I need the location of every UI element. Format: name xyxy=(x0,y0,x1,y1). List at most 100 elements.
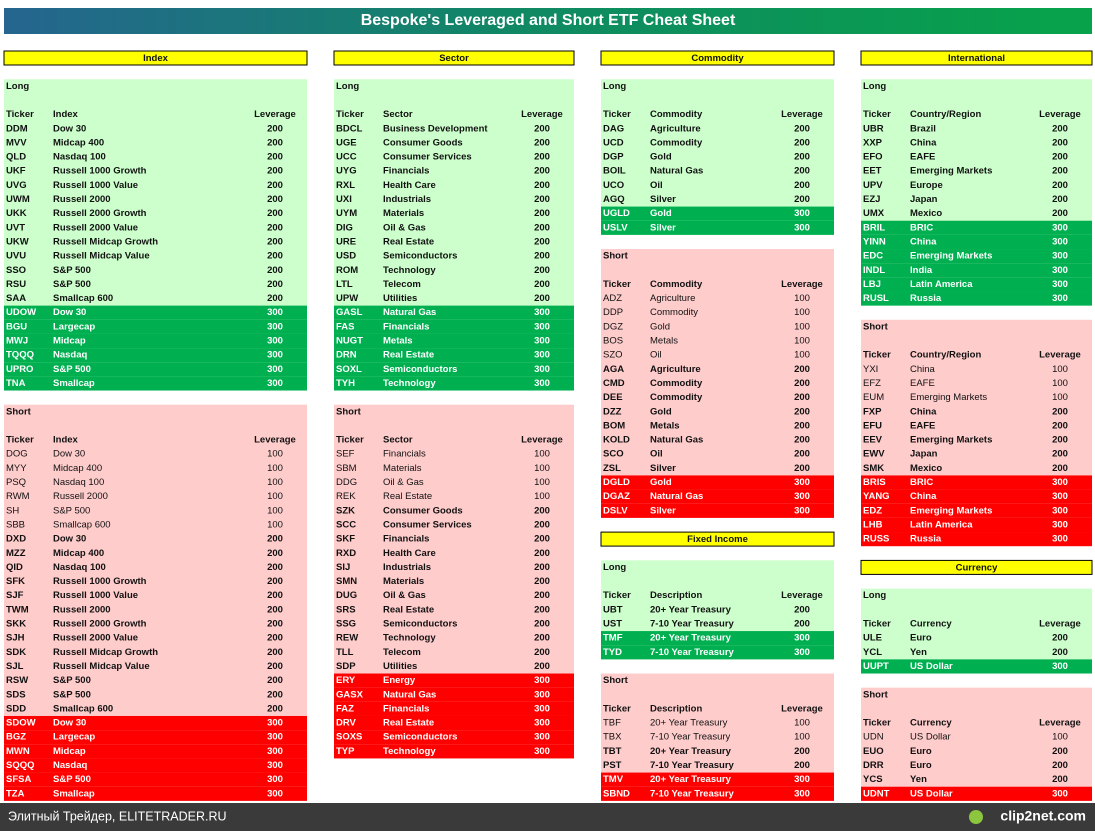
ticker: BGZ xyxy=(6,732,26,743)
leverage: 200 xyxy=(267,604,283,615)
column-header: Sector xyxy=(383,109,413,120)
name: Russell Midcap Growth xyxy=(53,236,158,247)
ticker: TYP xyxy=(336,746,355,757)
leverage: 300 xyxy=(534,675,550,686)
ticker: TYH xyxy=(336,378,355,389)
leverage: 100 xyxy=(1052,364,1068,375)
name: Industrials xyxy=(383,562,431,573)
name: 7-10 Year Treasury xyxy=(650,788,735,799)
name: Russell 2000 xyxy=(53,194,111,205)
leverage: 200 xyxy=(534,152,550,163)
name: Dow 30 xyxy=(53,307,86,318)
highlight-row xyxy=(4,376,307,391)
ticker: BGU xyxy=(6,321,27,332)
name: Russell 2000 Growth xyxy=(53,208,147,219)
ticker: ERY xyxy=(336,675,356,686)
highlight-row xyxy=(601,475,834,490)
highlight-row xyxy=(4,730,307,745)
name: Dow 30 xyxy=(53,123,86,134)
leverage: 200 xyxy=(534,519,550,530)
name: 20+ Year Treasury xyxy=(650,604,732,615)
highlight-row xyxy=(861,263,1092,278)
leverage: 200 xyxy=(794,619,810,630)
ticker: UCD xyxy=(603,137,624,148)
name: Financials xyxy=(383,449,426,460)
leverage: 100 xyxy=(1052,732,1068,743)
name: Financials xyxy=(383,703,429,714)
leverage: 200 xyxy=(1052,406,1068,417)
highlight-row xyxy=(334,673,574,688)
ticker: RUSS xyxy=(863,534,889,545)
leverage: 300 xyxy=(1052,491,1068,502)
ticker: UPW xyxy=(336,293,358,304)
leverage: 100 xyxy=(267,463,283,474)
ticker: BOIL xyxy=(603,166,626,177)
name: Nasdaq 100 xyxy=(53,477,104,488)
leverage: 200 xyxy=(267,208,283,219)
name: Gold xyxy=(650,477,672,488)
column-header: Ticker xyxy=(603,703,631,714)
highlight-row xyxy=(861,249,1092,264)
leverage: 100 xyxy=(267,449,283,460)
ticker: YCL xyxy=(863,647,882,658)
column-header: Leverage xyxy=(781,703,823,714)
name: S&P 500 xyxy=(53,689,91,700)
ticker: USLV xyxy=(603,222,628,233)
leverage: 200 xyxy=(1052,194,1068,205)
leverage: 200 xyxy=(267,236,283,247)
leverage: 200 xyxy=(267,675,283,686)
section-label: Short xyxy=(863,689,889,700)
leverage: 200 xyxy=(794,152,810,163)
name: 20+ Year Treasury xyxy=(650,746,732,757)
panel-header xyxy=(860,50,1093,66)
name: BRIC xyxy=(910,477,933,488)
name: Silver xyxy=(650,505,676,516)
ticker: SCO xyxy=(603,449,624,460)
ticker: SZK xyxy=(336,505,355,516)
leverage: 200 xyxy=(794,123,810,134)
ticker: EZJ xyxy=(863,194,880,205)
ticker: TNA xyxy=(6,378,26,389)
section-label: Long xyxy=(603,562,626,573)
column-header: Leverage xyxy=(1039,350,1081,361)
column-header: Commodity xyxy=(650,279,703,290)
name: Consumer Goods xyxy=(383,505,463,516)
name: Oil & Gas xyxy=(383,477,424,488)
highlight-row xyxy=(861,532,1092,547)
ticker: XXP xyxy=(863,137,883,148)
highlight-row xyxy=(334,376,574,391)
ticker: UVT xyxy=(6,222,25,233)
highlight-row xyxy=(334,362,574,377)
leverage: 100 xyxy=(534,463,550,474)
leverage: 100 xyxy=(267,491,283,502)
panel-title: Fixed Income xyxy=(687,534,748,545)
name: S&P 500 xyxy=(53,364,91,375)
ticker: SEF xyxy=(336,449,355,460)
leverage: 100 xyxy=(794,321,810,332)
name: US Dollar xyxy=(910,661,953,672)
ticker: TQQQ xyxy=(6,350,34,361)
name: Emerging Markets xyxy=(910,392,987,403)
name: BRIC xyxy=(910,222,933,233)
ticker: SDK xyxy=(6,647,26,658)
leverage: 200 xyxy=(534,222,550,233)
ticker: DZZ xyxy=(603,406,622,417)
ticker: TLL xyxy=(336,647,354,658)
ticker: DRV xyxy=(336,718,357,729)
leverage: 200 xyxy=(534,265,550,276)
name: Smallcap xyxy=(53,378,95,389)
leverage: 100 xyxy=(794,732,810,743)
ticker: LBJ xyxy=(863,279,881,290)
name: Russell 2000 Value xyxy=(53,222,138,233)
leverage: 300 xyxy=(267,774,283,785)
name: Natural Gas xyxy=(650,491,703,502)
name: Midcap 400 xyxy=(53,137,104,148)
leverage: 200 xyxy=(794,420,810,431)
name: Europe xyxy=(910,180,943,191)
name: Dow 30 xyxy=(53,534,86,545)
footer-left: Элитный Трейдер, ELITETRADER.RU xyxy=(8,809,227,823)
name: Russell 2000 xyxy=(53,604,111,615)
name: Agriculture xyxy=(650,364,701,375)
highlight-row xyxy=(4,772,307,787)
panel-title: Currency xyxy=(956,562,998,573)
